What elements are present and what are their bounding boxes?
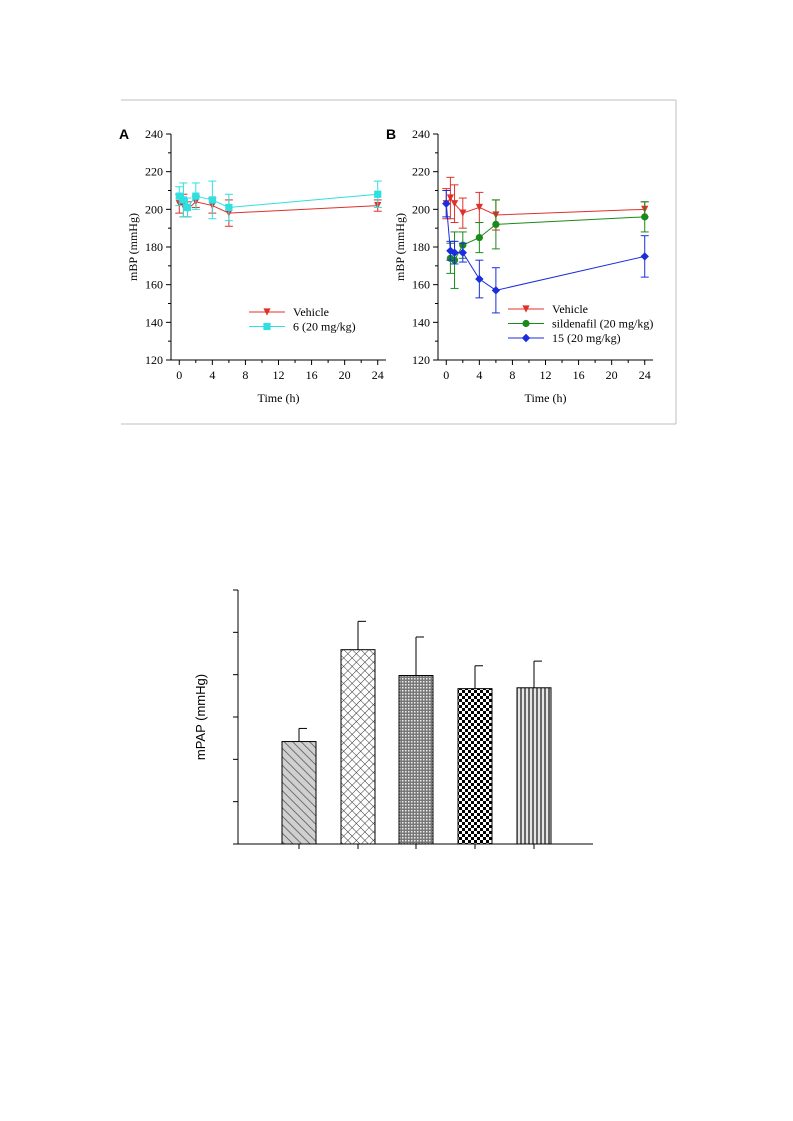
data-point: [225, 203, 233, 212]
data-point: [208, 196, 216, 204]
x-tick-label: 8: [242, 368, 248, 382]
data-point: [175, 192, 183, 200]
data-point: [446, 246, 455, 255]
panel-label: B: [386, 126, 396, 142]
panel-label: A: [119, 126, 129, 142]
y-tick-label: 220: [145, 165, 163, 179]
y-tick-label: 140: [412, 315, 430, 329]
y-tick-label: 220: [412, 165, 430, 179]
y-axis-title: mBP (mmHg): [126, 213, 140, 281]
x-tick-label: 12: [540, 368, 552, 382]
legend-entry: Vehicle: [293, 305, 329, 319]
bar: [457, 688, 493, 845]
data-point: [475, 274, 484, 284]
data-point: [458, 248, 468, 257]
x-tick-label: 16: [573, 368, 585, 382]
data-point: [475, 233, 483, 242]
data-point: [640, 252, 649, 261]
x-tick-label: 8: [509, 368, 515, 382]
y-tick-label: 120: [412, 353, 430, 367]
y-tick-label: 180: [412, 240, 430, 254]
data-point: [179, 196, 188, 204]
data-point: [192, 192, 200, 200]
x-tick-label: 20: [606, 368, 618, 382]
bar: [398, 675, 434, 845]
series-2: [442, 190, 649, 314]
x-tick-label: 12: [273, 368, 285, 382]
legend-marker: [522, 319, 530, 328]
x-tick-label: 16: [306, 368, 318, 382]
data-point: [491, 286, 501, 295]
bar: [281, 741, 317, 845]
y-tick-label: 180: [145, 240, 163, 254]
y-tick-label: 240: [412, 127, 430, 141]
legend-entry: 15 (20 mg/kg): [552, 331, 621, 345]
data-point: [374, 190, 382, 198]
y-tick-label: 240: [145, 127, 163, 141]
y-tick-label: 160: [145, 278, 163, 292]
legend-marker: [521, 333, 531, 343]
x-axis-title: Time (h): [258, 391, 300, 405]
x-tick-label: 4: [209, 368, 215, 382]
data-point: [492, 220, 500, 228]
data-point: [459, 209, 467, 217]
data-point: [450, 200, 459, 208]
legend-entry: 6 (20 mg/kg): [293, 320, 356, 334]
legend-marker: [263, 308, 271, 316]
data-point: [450, 248, 459, 257]
legend-entry: Vehicle: [552, 302, 588, 316]
x-axis-title: Time (h): [525, 391, 567, 405]
legend-marker: [522, 305, 530, 313]
data-point: [442, 199, 451, 208]
y-tick-label: 200: [145, 202, 163, 216]
y-axis-title: mBP (mmHg): [393, 213, 407, 281]
data-point: [641, 213, 649, 221]
legend-entry: sildenafil (20 mg/kg): [552, 317, 653, 331]
bar-chart: mPAP (mmHg): [193, 589, 593, 849]
y-axis-title: mPAP (mmHg): [193, 674, 208, 760]
y-tick-label: 200: [412, 202, 430, 216]
y-tick-label: 140: [145, 315, 163, 329]
x-tick-label: 0: [176, 368, 182, 382]
x-tick-label: 20: [339, 368, 351, 382]
y-tick-label: 160: [412, 278, 430, 292]
data-point: [183, 203, 192, 212]
bar: [516, 687, 552, 845]
legend-marker: [263, 322, 271, 331]
panel-a: 120 140 160 180 200 220 240 0 4 8 12 16 20 24 Time (h)…: [119, 126, 386, 405]
x-tick-label: 24: [372, 368, 384, 382]
y-tick-label: 120: [145, 353, 163, 367]
panel-b: 120 140 160 180 200 220 240 0 4 8 12 16 20 24 Time (h)…: [386, 126, 653, 405]
x-tick-label: 24: [639, 368, 651, 382]
x-tick-label: 4: [476, 368, 482, 382]
data-point: [475, 203, 483, 212]
bar: [340, 649, 376, 845]
series-1: [175, 180, 382, 222]
x-tick-label: 0: [443, 368, 449, 382]
data-point: [446, 194, 455, 202]
